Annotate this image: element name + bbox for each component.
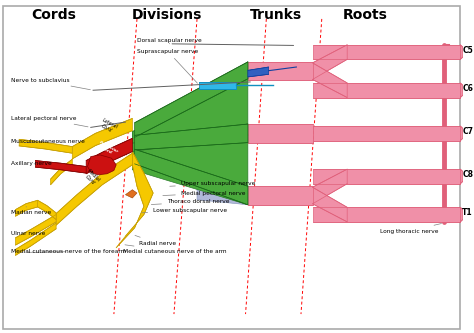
Polygon shape (460, 169, 463, 184)
Polygon shape (135, 149, 248, 205)
Polygon shape (200, 82, 237, 89)
Text: C5: C5 (462, 46, 473, 55)
Polygon shape (132, 124, 248, 152)
Text: Lateral pectoral nerve: Lateral pectoral nerve (11, 116, 88, 127)
Text: Radial nerve: Radial nerve (135, 235, 176, 246)
Polygon shape (135, 124, 248, 150)
Text: Dorsal scapular nerve: Dorsal scapular nerve (137, 38, 202, 44)
Polygon shape (197, 62, 248, 150)
Text: Lateral
Cord: Lateral Cord (98, 117, 118, 135)
Polygon shape (132, 160, 248, 205)
Polygon shape (312, 63, 347, 98)
Text: Suprascapular nerve: Suprascapular nerve (137, 49, 198, 83)
Polygon shape (312, 126, 460, 141)
Polygon shape (312, 187, 347, 222)
Text: T1: T1 (462, 208, 473, 217)
Polygon shape (312, 83, 460, 98)
Text: Medial cutaneous nerve of the arm: Medial cutaneous nerve of the arm (123, 245, 227, 254)
Polygon shape (312, 169, 460, 184)
Polygon shape (312, 45, 460, 59)
Polygon shape (460, 126, 463, 141)
Text: Thoraco dorsal nerve: Thoraco dorsal nerve (151, 199, 229, 204)
Polygon shape (248, 186, 312, 205)
Text: Trunks: Trunks (249, 8, 301, 22)
Polygon shape (116, 152, 153, 248)
Polygon shape (37, 200, 56, 219)
Polygon shape (16, 214, 56, 245)
Text: Musculocutaneous nerve: Musculocutaneous nerve (11, 139, 85, 144)
Polygon shape (312, 207, 460, 222)
Polygon shape (197, 176, 248, 205)
Text: Long thoracic nerve: Long thoracic nerve (380, 223, 441, 234)
Text: Medial cutaneous nerve of the forearm: Medial cutaneous nerve of the forearm (11, 249, 126, 254)
Text: C6: C6 (462, 84, 473, 93)
Text: Lower subscapular nerve: Lower subscapular nerve (142, 208, 227, 213)
Text: Nerve to subclavius: Nerve to subclavius (11, 78, 91, 90)
Text: Axillary nerve: Axillary nerve (11, 162, 52, 166)
Polygon shape (51, 159, 73, 185)
Text: Roots: Roots (343, 8, 388, 22)
Polygon shape (16, 200, 37, 216)
Polygon shape (86, 138, 132, 174)
Polygon shape (135, 62, 248, 137)
Polygon shape (312, 169, 347, 204)
Polygon shape (126, 190, 137, 198)
Polygon shape (460, 45, 463, 59)
Polygon shape (460, 207, 463, 222)
Text: C7: C7 (462, 127, 473, 136)
Text: Madian nerve: Madian nerve (11, 206, 51, 215)
Text: Divisions: Divisions (132, 8, 202, 22)
Polygon shape (132, 73, 248, 143)
Polygon shape (73, 119, 132, 159)
Polygon shape (16, 223, 56, 255)
FancyBboxPatch shape (3, 6, 460, 329)
Polygon shape (132, 62, 248, 143)
Polygon shape (19, 139, 73, 153)
Text: Medial
Cord: Medial Cord (82, 168, 102, 187)
Text: Ulnar nerve: Ulnar nerve (11, 231, 45, 236)
Text: Upper subscapular nerve: Upper subscapular nerve (170, 181, 255, 186)
Text: Cords: Cords (31, 8, 76, 22)
Polygon shape (248, 67, 269, 77)
Text: C8: C8 (462, 170, 473, 179)
Polygon shape (56, 153, 132, 225)
Polygon shape (248, 62, 312, 81)
Polygon shape (132, 135, 248, 186)
Polygon shape (248, 124, 312, 143)
Polygon shape (312, 45, 347, 80)
Polygon shape (460, 83, 463, 98)
Text: Medial pectoral nerve: Medial pectoral nerve (163, 190, 246, 195)
Text: Posterior
Cord: Posterior Cord (96, 140, 119, 158)
Polygon shape (36, 161, 86, 173)
Polygon shape (88, 155, 116, 175)
Polygon shape (197, 124, 248, 152)
